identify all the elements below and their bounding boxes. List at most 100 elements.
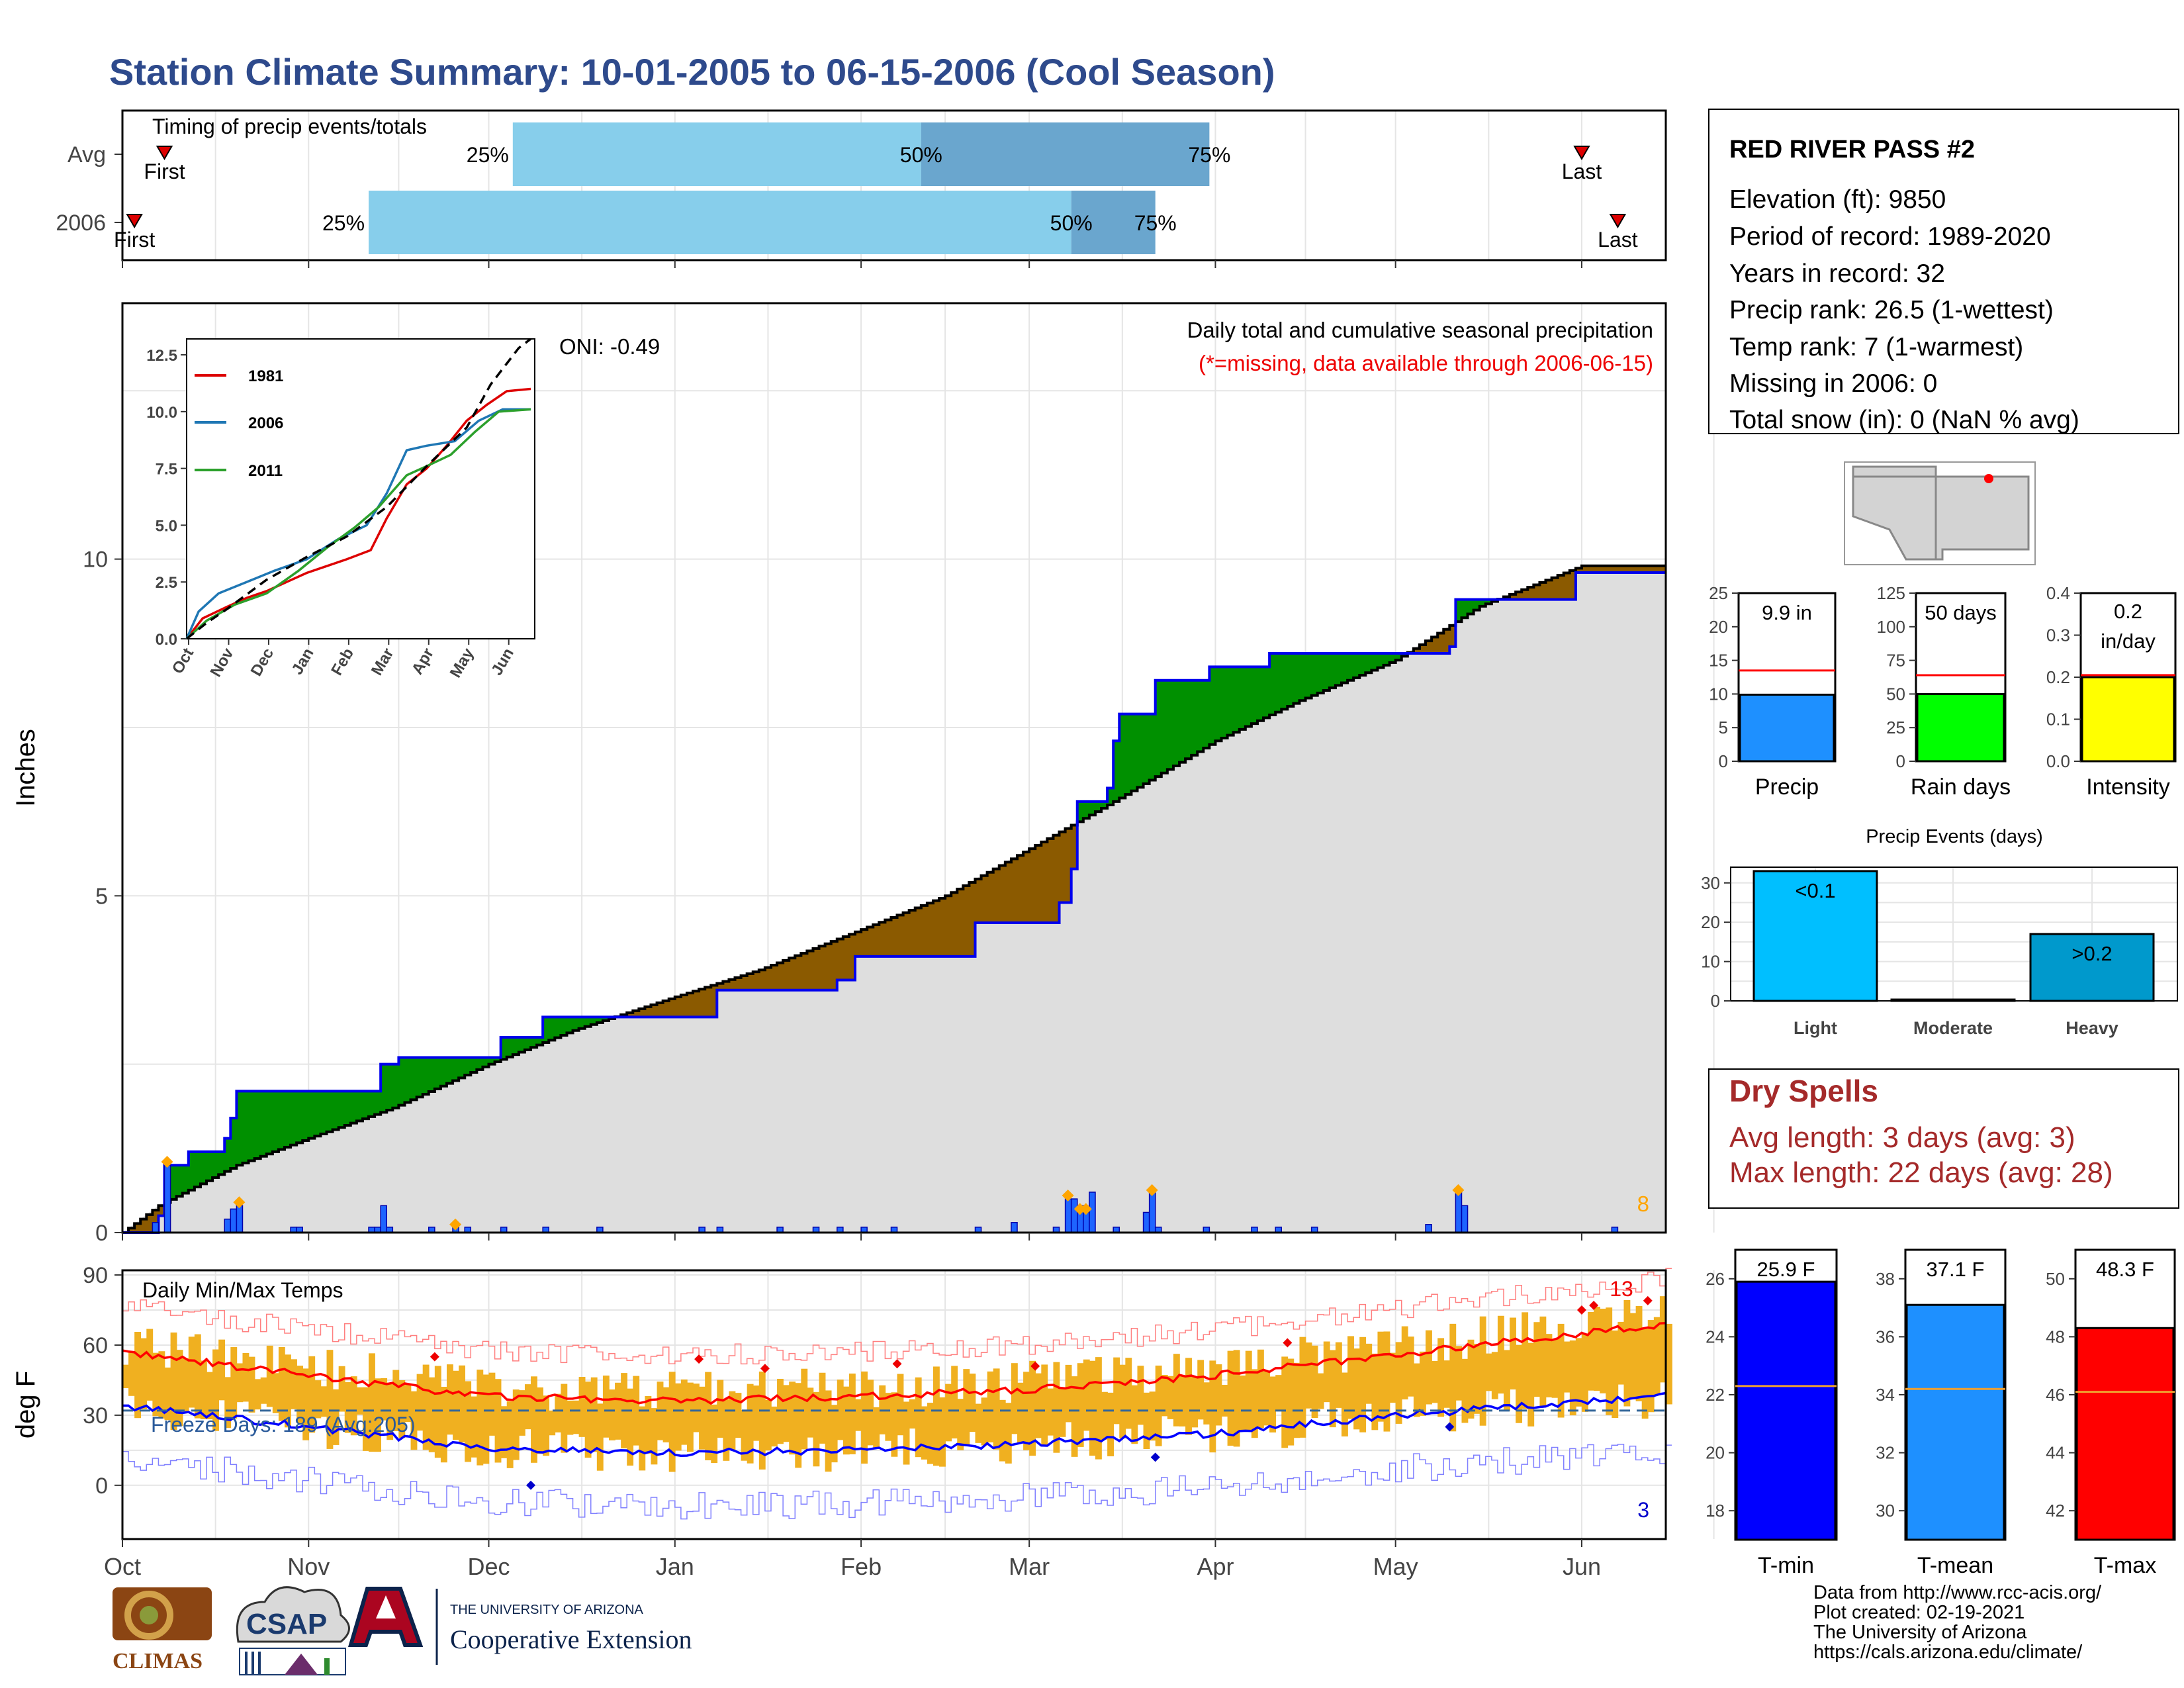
daily-temp-range-bar bbox=[1479, 1316, 1486, 1426]
extreme-precip-marker bbox=[1146, 1184, 1158, 1196]
daily-temp-range-bar bbox=[801, 1368, 808, 1450]
precip-total-panel: 9.9 in 0 5 10 15 20 25 Precip bbox=[1709, 583, 1837, 800]
daily-temp-range-bar bbox=[1185, 1358, 1192, 1435]
daily-temp-range-bar bbox=[1095, 1357, 1102, 1460]
daily-temp-range-bar bbox=[1653, 1317, 1661, 1396]
daily-temp-range-bar bbox=[639, 1406, 646, 1471]
precip-subtitle: (*=missing, data available through 2006-… bbox=[1199, 351, 1653, 375]
precip-y-tick-label: 0 bbox=[95, 1221, 108, 1246]
daily-temp-range-bar bbox=[1359, 1336, 1367, 1432]
daily-temp-range-bar bbox=[1594, 1307, 1600, 1391]
daily-temp-range-bar bbox=[1035, 1373, 1042, 1438]
record-high-marker bbox=[1283, 1338, 1293, 1348]
daily-precip-bar bbox=[1425, 1224, 1432, 1233]
timing-p75-label: 75% bbox=[1188, 143, 1230, 167]
daily-temp-range-bar bbox=[1221, 1385, 1228, 1417]
extreme-precip-marker bbox=[1079, 1203, 1092, 1215]
daily-temp-range-bar bbox=[488, 1372, 496, 1436]
daily-temp-range-bar bbox=[1401, 1326, 1408, 1400]
daily-temp-range-bar bbox=[1059, 1389, 1066, 1437]
daily-temp-range-bar bbox=[291, 1359, 297, 1409]
daily-temp-range-bar bbox=[1281, 1356, 1289, 1448]
daily-precip-bar bbox=[152, 1221, 159, 1233]
daily-temp-range-bar bbox=[410, 1391, 418, 1450]
daily-temp-range-bar bbox=[1065, 1364, 1072, 1423]
daily-temp-range-bar bbox=[891, 1392, 898, 1457]
daily-temp-range-bar bbox=[1365, 1343, 1373, 1404]
daily-temp-range-bar bbox=[1305, 1342, 1312, 1409]
daily-temp-range-bar bbox=[176, 1350, 183, 1427]
daily-temp-range-bar bbox=[1323, 1341, 1330, 1403]
temperature-bar-panels: 25.9 F 18 20 22 24 26 T-min 37.1 F 30 32 34 36 38 T-m… bbox=[1706, 1248, 2176, 1578]
daily-temp-range-bar bbox=[981, 1397, 988, 1446]
daily-temp-range-bar bbox=[375, 1378, 381, 1452]
temp-max-y-tick-label: 48 bbox=[2046, 1327, 2065, 1346]
daily-temp-range-bar bbox=[705, 1372, 712, 1461]
events-category-label: Moderate bbox=[1913, 1018, 1993, 1038]
daily-temp-range-bar bbox=[1017, 1382, 1024, 1443]
daily-temp-range-bar bbox=[164, 1367, 171, 1421]
daily-temp-range-bar bbox=[302, 1368, 310, 1440]
daily-temp-range-bar bbox=[987, 1371, 994, 1442]
daily-temp-range-bar bbox=[1251, 1369, 1258, 1438]
avg-max-line bbox=[122, 1321, 1666, 1405]
month-tick-label: Jun bbox=[1563, 1553, 1601, 1580]
precip-total-y-tick-label: 15 bbox=[1709, 651, 1728, 671]
month-tick-label: Feb bbox=[841, 1553, 882, 1580]
daily-temp-range-bar bbox=[783, 1385, 790, 1442]
daily-temp-range-bar bbox=[152, 1352, 159, 1417]
daily-temp-range-bar bbox=[1137, 1366, 1144, 1425]
daily-temp-range-bar bbox=[404, 1385, 412, 1423]
last-event-label: Last bbox=[1598, 228, 1638, 252]
daily-temp-range-bar bbox=[1233, 1350, 1240, 1447]
daily-temp-range-bar bbox=[170, 1332, 177, 1430]
daily-temp-range-bar bbox=[819, 1372, 826, 1444]
extreme-precip-marker bbox=[1062, 1190, 1074, 1202]
first-event-label: First bbox=[114, 228, 155, 252]
daily-temp-range-bar bbox=[272, 1373, 279, 1413]
temp-max-panel: 48.3 F 42 44 46 48 50 T-max bbox=[2046, 1248, 2176, 1578]
daily-temp-range-bar bbox=[1557, 1323, 1565, 1418]
daily-temp-range-bar bbox=[572, 1400, 580, 1434]
temp-min-bar bbox=[1735, 1280, 1837, 1541]
timing-row-label: 2006 bbox=[56, 211, 106, 236]
temp-y-tick-label: 0 bbox=[95, 1474, 108, 1499]
daily-temp-range-bar bbox=[416, 1374, 424, 1431]
daily-temp-range-bar bbox=[1329, 1350, 1336, 1428]
daily-temp-range-bar bbox=[813, 1391, 820, 1467]
record-high-marker bbox=[694, 1354, 704, 1364]
timing-row-label: Avg bbox=[68, 142, 106, 167]
temp-mean-y-tick-label: 34 bbox=[1876, 1385, 1895, 1405]
daily-temp-range-bar bbox=[1629, 1313, 1637, 1400]
daily-temp-range-bar bbox=[440, 1386, 447, 1463]
daily-temp-range-bar bbox=[945, 1383, 952, 1442]
cold-extreme-count-label: 3 bbox=[1637, 1498, 1649, 1522]
daily-precip-bar bbox=[1148, 1192, 1156, 1233]
daily-temp-range-bar bbox=[1647, 1320, 1655, 1413]
daily-temp-range-bar bbox=[1293, 1362, 1300, 1438]
timing-bar-50-75 bbox=[1071, 191, 1156, 254]
intensity-bar bbox=[2081, 676, 2175, 763]
month-tick-label: Nov bbox=[287, 1553, 330, 1580]
daily-temp-range-bar bbox=[1119, 1364, 1126, 1438]
timing-p25-label: 25% bbox=[322, 211, 365, 235]
summary-bar-panels: 9.9 in 0 5 10 15 20 25 Precip 50 days 0 25 50 75 100 1… bbox=[1709, 583, 2177, 800]
temp-mean-y-tick-label: 38 bbox=[1876, 1269, 1895, 1289]
daily-temp-range-bar bbox=[1107, 1392, 1114, 1456]
daily-precip-bar bbox=[1461, 1205, 1469, 1233]
daily-temp-range-bar bbox=[909, 1399, 916, 1429]
record-min-line bbox=[122, 1444, 1672, 1520]
intensity-y-tick-label: 0.3 bbox=[2046, 626, 2070, 645]
rain-days-y-tick-label: 25 bbox=[1886, 718, 1905, 737]
daily-temp-range-bar bbox=[1215, 1364, 1222, 1426]
events-bar-light bbox=[1752, 870, 1878, 1002]
inset-legend-label: 2006 bbox=[248, 414, 283, 432]
station-temp-rank: Temp rank: 7 (1-warmest) bbox=[1729, 333, 2023, 361]
timing-bar-25-50 bbox=[512, 122, 921, 186]
daily-temp-range-bar bbox=[939, 1397, 946, 1467]
precip-events-panel: <0.1 Light Moderate >0.2 Heavy 0 10 20 30 Precip … bbox=[1701, 826, 2178, 1038]
daily-temp-range-bar bbox=[1077, 1363, 1084, 1447]
daily-temp-range-bar bbox=[1149, 1391, 1156, 1441]
